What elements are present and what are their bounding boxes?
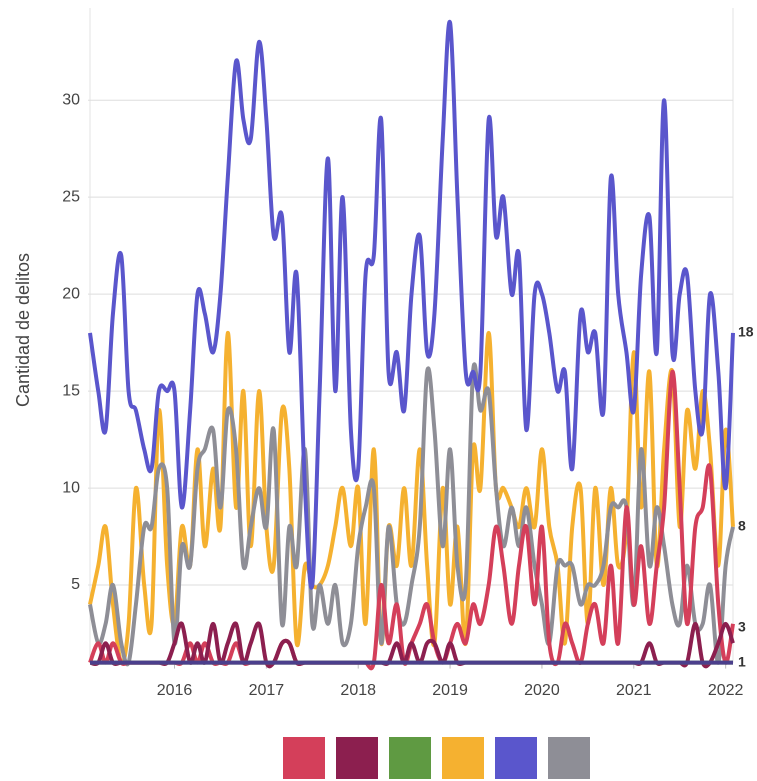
series-line [89,621,735,669]
y-tick-label: 15 [62,382,80,399]
legend-swatch [336,737,378,779]
x-tick-label: 2016 [157,682,193,699]
x-tick-label: 2019 [432,682,468,699]
end-value-label: 18 [738,324,754,340]
end-value-label: 8 [738,518,746,534]
legend-swatch [495,737,537,779]
legend-swatch [442,737,484,779]
legend-swatch [389,737,431,779]
y-tick-label: 20 [62,285,80,302]
x-tick-label: 2018 [340,682,376,699]
y-tick-label: 5 [71,576,80,593]
y-tick-label: 25 [62,188,80,205]
end-value-label: 1 [738,653,746,669]
series-line [88,369,735,671]
series-line [88,330,735,666]
x-tick-label: 2022 [708,682,744,699]
y-tick-label: 10 [62,479,80,496]
legend-swatch [548,737,590,779]
x-tick-label: 2020 [524,682,560,699]
legend-swatch [283,737,325,779]
x-tick-label: 2021 [616,682,652,699]
y-axis-label: Cantidad de delitos [13,253,33,407]
y-tick-label: 30 [62,91,80,108]
series-line [88,19,735,590]
x-tick-label: 2017 [249,682,285,699]
end-value-label: 3 [738,619,746,635]
